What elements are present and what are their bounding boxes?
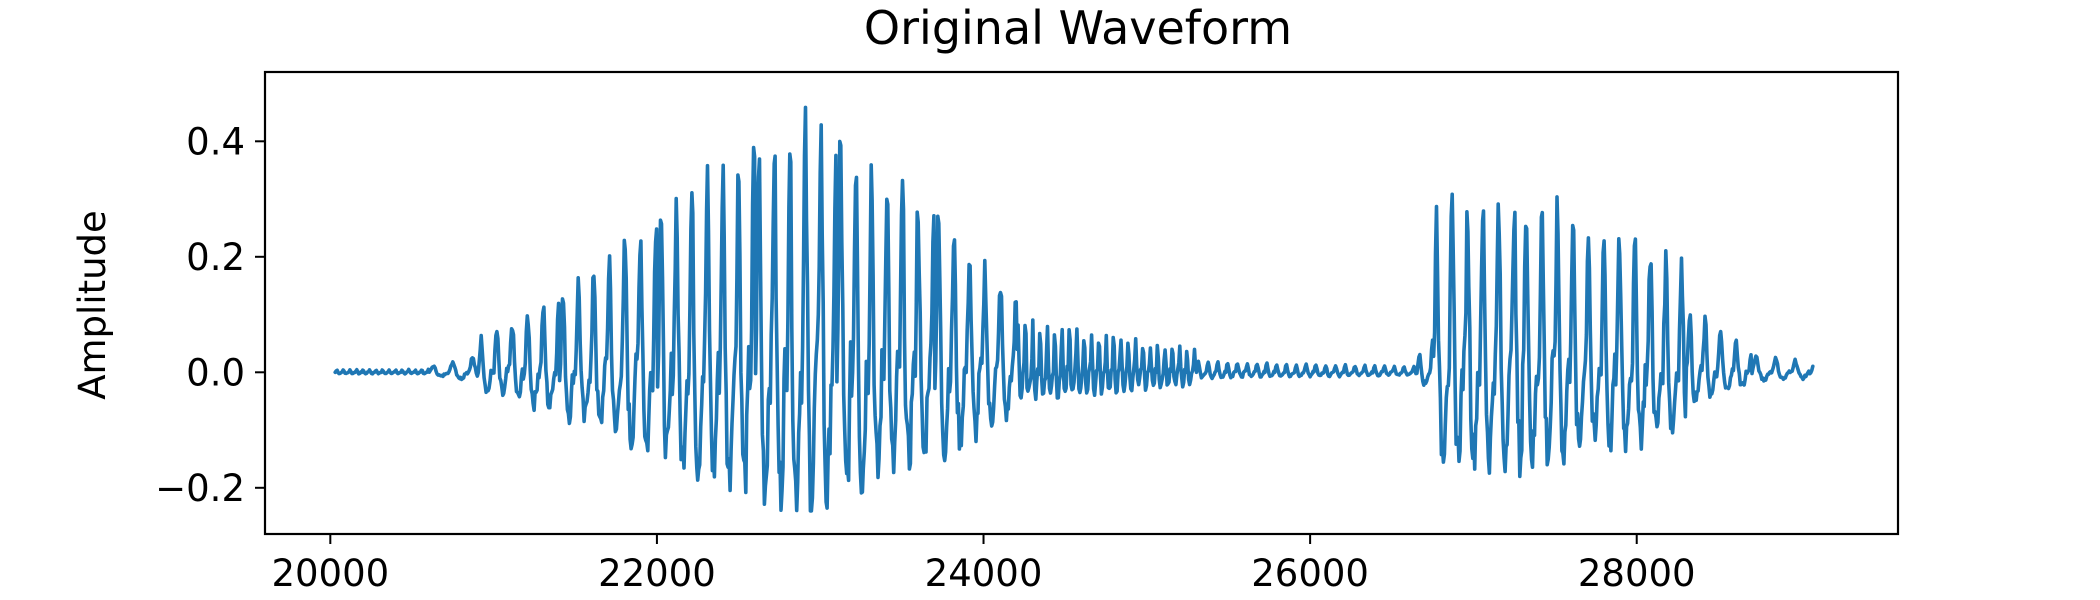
y-axis-label: Amplitude <box>71 210 114 400</box>
y-tick-label: 0.4 <box>186 120 245 163</box>
x-tick-label: 28000 <box>1578 552 1696 595</box>
x-tick-label: 24000 <box>925 552 1043 595</box>
x-tick-label: 22000 <box>598 552 716 595</box>
y-axis: 0.4 0.2 0.0 −0.2 <box>155 120 265 510</box>
plot-frame <box>263 70 1900 536</box>
waveform-line <box>333 105 1815 513</box>
x-tick-label: 20000 <box>271 552 389 595</box>
y-tick-label: 0.2 <box>186 236 245 279</box>
x-tick-label: 26000 <box>1251 552 1369 595</box>
x-axis: 20000 22000 24000 26000 28000 <box>271 534 1696 595</box>
plot-area <box>333 105 1815 513</box>
y-tick-label: −0.2 <box>155 467 245 510</box>
y-tick-label: 0.0 <box>186 351 245 394</box>
chart-title: Original Waveform <box>864 1 1292 55</box>
